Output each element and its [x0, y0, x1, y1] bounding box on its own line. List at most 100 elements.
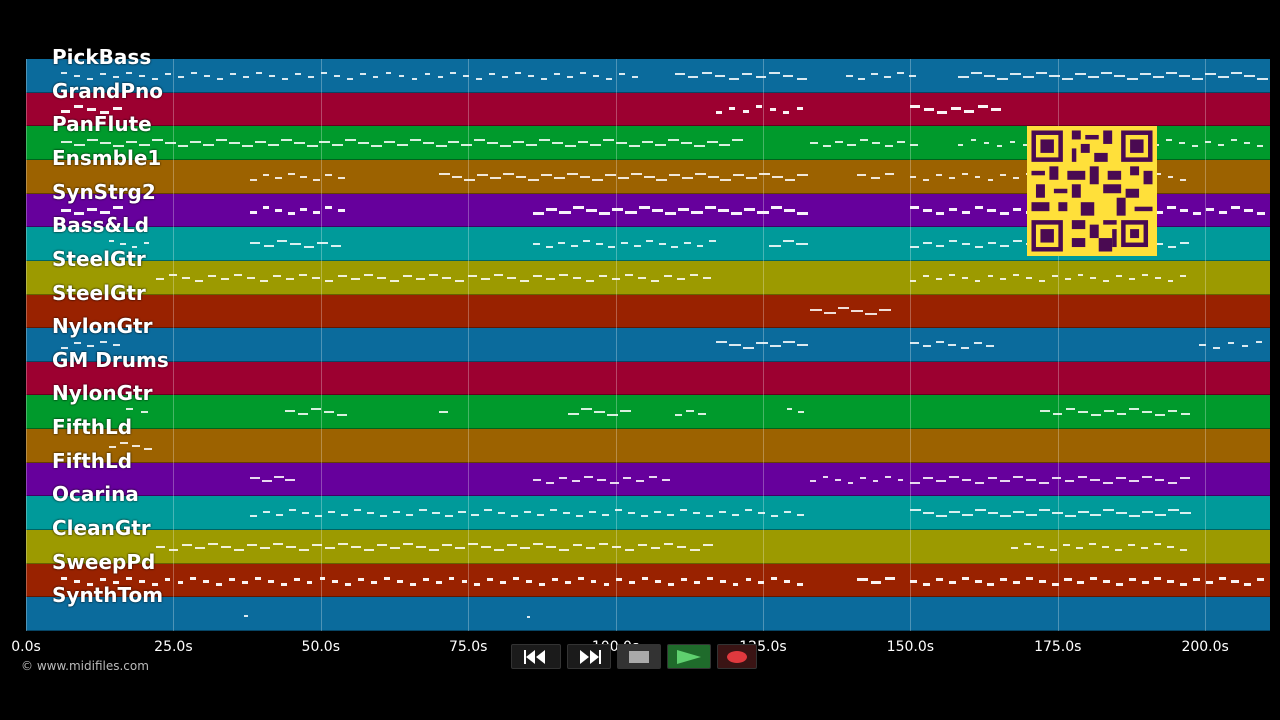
midi-note: [346, 77, 353, 80]
midi-note: [328, 510, 336, 513]
record-button[interactable]: [717, 644, 757, 669]
midi-note: [865, 313, 877, 316]
midi-note: [125, 140, 137, 143]
midi-note: [961, 243, 971, 246]
track-lane[interactable]: [26, 260, 1270, 295]
qr-code-icon[interactable]: [1027, 126, 1157, 256]
midi-note: [455, 547, 466, 550]
midi-note: [448, 576, 455, 580]
midi-note: [168, 548, 179, 551]
midi-note: [1075, 547, 1084, 550]
midi-note: [650, 547, 661, 550]
midi-note: [1180, 548, 1188, 551]
time-gridline: [615, 59, 617, 631]
midi-note: [303, 246, 315, 249]
midi-note: [250, 241, 261, 244]
midi-note: [948, 240, 958, 243]
track-lane[interactable]: [26, 496, 1270, 531]
midi-note: [74, 342, 82, 345]
midi-note: [377, 544, 387, 547]
midi-note: [87, 139, 99, 142]
midi-note: [337, 177, 345, 180]
midi-note: [590, 579, 597, 583]
midi-note: [554, 73, 561, 76]
midi-note: [267, 579, 274, 583]
midi-note: [164, 142, 176, 145]
midi-note: [273, 475, 284, 478]
midi-note: [1167, 206, 1176, 210]
midi-note: [497, 512, 505, 515]
midi-note: [533, 542, 544, 545]
track-lane[interactable]: [26, 328, 1270, 362]
midi-note: [367, 512, 375, 515]
midi-note: [1090, 513, 1102, 516]
time-tick-label: 50.0s: [301, 639, 341, 655]
midi-note: [923, 108, 934, 112]
midi-note: [883, 76, 891, 79]
midi-note: [194, 279, 204, 282]
midi-note: [610, 481, 619, 484]
fast-forward-button[interactable]: [567, 644, 611, 669]
midi-note: [693, 581, 700, 585]
midi-note: [715, 111, 722, 115]
midi-note: [520, 279, 529, 282]
stop-button[interactable]: [617, 644, 661, 669]
midi-note: [276, 513, 284, 516]
midi-note: [701, 71, 712, 74]
midi-note: [661, 478, 671, 481]
midi-note: [268, 74, 275, 77]
time-gridline: [173, 59, 175, 631]
midi-note: [961, 276, 968, 279]
midi-note: [1051, 477, 1062, 480]
track-lane[interactable]: [26, 59, 1270, 93]
midi-note: [688, 76, 699, 79]
midi-note: [562, 512, 570, 515]
track-lane[interactable]: [26, 361, 1270, 396]
midi-note: [860, 477, 866, 480]
midi-note: [948, 177, 955, 180]
track-lane[interactable]: [26, 462, 1270, 497]
track-lane[interactable]: [26, 92, 1270, 127]
midi-note: [683, 241, 691, 244]
midi-note: [293, 142, 305, 145]
midi-note: [595, 243, 603, 246]
play-button[interactable]: [667, 644, 711, 669]
midi-note: [635, 480, 645, 483]
midi-note: [571, 480, 580, 483]
midi-note: [1103, 509, 1115, 512]
midi-note: [948, 510, 960, 513]
midi-note: [771, 576, 778, 580]
midi-note: [1191, 77, 1203, 80]
midi-note: [390, 279, 399, 282]
track-lane[interactable]: [26, 429, 1270, 463]
midi-note: [910, 342, 919, 345]
midi-note: [267, 143, 279, 146]
midi-note: [494, 548, 505, 551]
midi-note: [579, 175, 591, 178]
midi-note: [1049, 548, 1057, 551]
midi-note: [294, 73, 301, 76]
track-lane[interactable]: [26, 530, 1270, 564]
midi-note: [330, 244, 341, 247]
midi-note: [246, 276, 256, 279]
midi-note: [974, 175, 981, 178]
track-lane[interactable]: [26, 597, 1270, 631]
piano-roll[interactable]: [26, 59, 1270, 631]
track-lane[interactable]: [26, 294, 1270, 329]
midi-note: [910, 279, 917, 282]
midi-note: [513, 576, 519, 580]
track-lane[interactable]: [26, 395, 1270, 430]
track-lane[interactable]: [26, 563, 1270, 598]
midi-note: [1213, 346, 1220, 349]
midi-note: [527, 616, 530, 619]
midi-note: [438, 172, 450, 175]
midi-note: [564, 145, 576, 148]
midi-note: [551, 578, 558, 582]
midi-note: [422, 578, 429, 582]
rewind-button[interactable]: [511, 644, 561, 669]
midi-note: [1141, 581, 1149, 585]
midi-note: [663, 542, 674, 545]
midi-note: [1116, 275, 1122, 278]
midi-note: [950, 106, 961, 110]
midi-note: [679, 509, 688, 512]
